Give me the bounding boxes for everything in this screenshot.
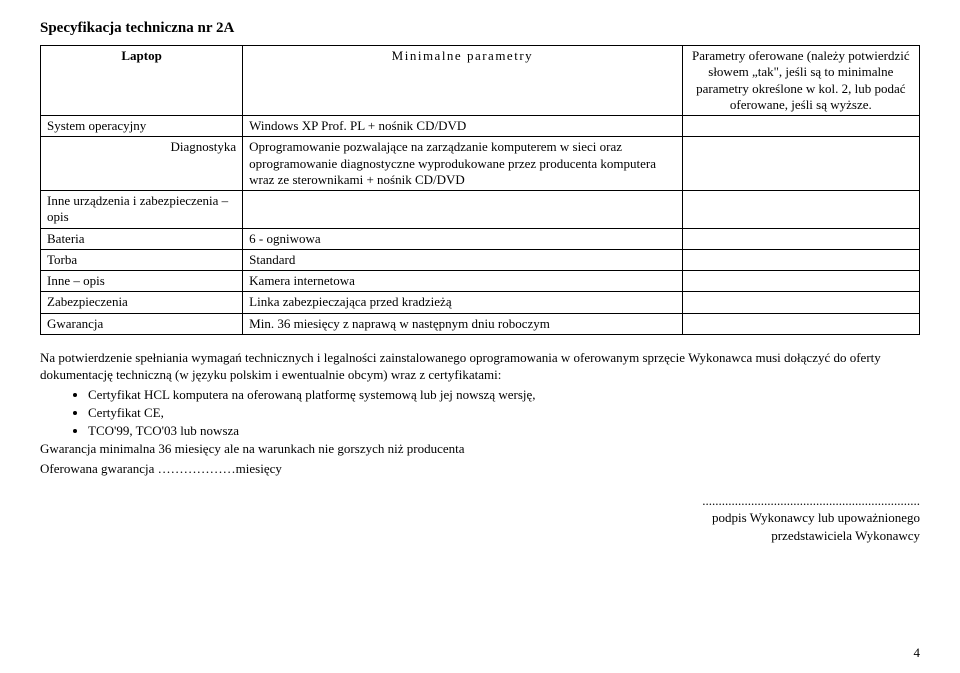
bullet-list: Certyfikat HCL komputera na oferowaną pl… — [88, 386, 920, 441]
cell-c2: 6 - ogniwowa — [243, 228, 683, 249]
bullet-item: Certyfikat HCL komputera na oferowaną pl… — [88, 386, 920, 404]
cell-c2: Oprogramowanie pozwalające na zarządzani… — [243, 137, 683, 191]
cell-c2: Windows XP Prof. PL + nośnik CD/DVD — [243, 116, 683, 137]
cell-c3 — [682, 116, 919, 137]
cell-c1: Gwarancja — [41, 313, 243, 334]
table-header-row: Laptop Minimalne parametry Parametry ofe… — [41, 46, 920, 116]
table-row: Bateria 6 - ogniwowa — [41, 228, 920, 249]
signature-dots: ........................................… — [40, 492, 920, 510]
cell-c3 — [682, 137, 919, 191]
cell-c2 — [243, 191, 683, 229]
table-row: Zabezpieczenia Linka zabezpieczająca prz… — [41, 292, 920, 313]
page-number: 4 — [914, 645, 921, 661]
table-row: Torba Standard — [41, 249, 920, 270]
signature-line1: podpis Wykonawcy lub upoważnionego — [40, 509, 920, 527]
cell-c1: Torba — [41, 249, 243, 270]
cell-c3 — [682, 191, 919, 229]
paragraph-line3: Oferowana gwarancja ………………miesięcy — [40, 460, 920, 478]
cell-c2: Kamera internetowa — [243, 271, 683, 292]
table-row: Gwarancja Min. 36 miesięcy z naprawą w n… — [41, 313, 920, 334]
cell-c2: Standard — [243, 249, 683, 270]
signature-line2: przedstawiciela Wykonawcy — [40, 527, 920, 545]
paragraph-intro: Na potwierdzenie spełniania wymagań tech… — [40, 349, 920, 384]
page-title: Specyfikacja techniczna nr 2A — [40, 20, 920, 37]
cell-c1: Inne urządzenia i zabezpieczenia – opis — [41, 191, 243, 229]
header-col2: Minimalne parametry — [243, 46, 683, 116]
header-col2-text: Minimalne parametry — [392, 48, 534, 63]
cell-c1: Zabezpieczenia — [41, 292, 243, 313]
cell-c1: Bateria — [41, 228, 243, 249]
cell-c1: System operacyjny — [41, 116, 243, 137]
table-row: Diagnostyka Oprogramowanie pozwalające n… — [41, 137, 920, 191]
bullet-item: TCO'99, TCO'03 lub nowsza — [88, 422, 920, 440]
table-row: System operacyjny Windows XP Prof. PL + … — [41, 116, 920, 137]
table-row: Inne urządzenia i zabezpieczenia – opis — [41, 191, 920, 229]
table-row: Inne – opis Kamera internetowa — [41, 271, 920, 292]
cell-c1: Diagnostyka — [41, 137, 243, 191]
paragraph-line2: Gwarancja minimalna 36 miesięcy ale na w… — [40, 440, 920, 458]
cell-c1: Inne – opis — [41, 271, 243, 292]
header-col1: Laptop — [41, 46, 243, 116]
cell-c3 — [682, 313, 919, 334]
cell-c3 — [682, 228, 919, 249]
cell-c3 — [682, 292, 919, 313]
header-col3: Parametry oferowane (należy potwierdzić … — [682, 46, 919, 116]
bullet-item: Certyfikat CE, — [88, 404, 920, 422]
cell-c3 — [682, 271, 919, 292]
cell-c3 — [682, 249, 919, 270]
signature-block: ........................................… — [40, 492, 920, 545]
header-col1-text: Laptop — [121, 48, 161, 63]
spec-table: Laptop Minimalne parametry Parametry ofe… — [40, 45, 920, 335]
cell-c2: Linka zabezpieczająca przed kradzieżą — [243, 292, 683, 313]
cell-c2: Min. 36 miesięcy z naprawą w następnym d… — [243, 313, 683, 334]
